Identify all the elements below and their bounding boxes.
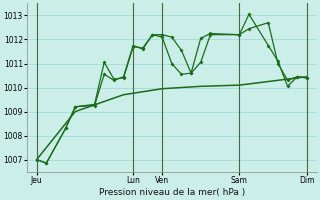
X-axis label: Pression niveau de la mer( hPa ): Pression niveau de la mer( hPa )	[99, 188, 245, 197]
